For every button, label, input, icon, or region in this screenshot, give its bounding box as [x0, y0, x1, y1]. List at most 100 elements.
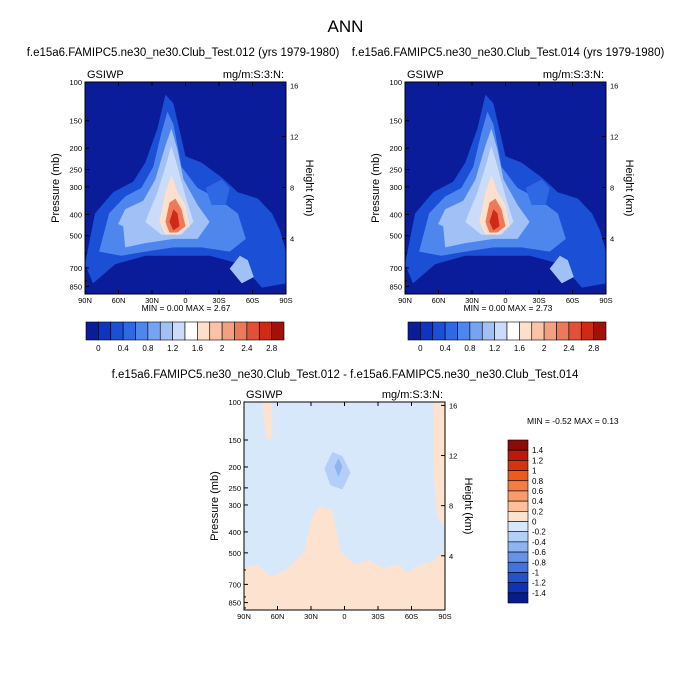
colorbar-label: 0.2 [532, 507, 544, 516]
colorbar-box [507, 592, 529, 604]
x-tick-label: 90S [599, 296, 612, 305]
colorbar-box [507, 531, 529, 543]
colorbar-box [568, 321, 582, 341]
colorbar-box [85, 321, 99, 341]
colorbar-box [507, 551, 529, 563]
x-tick-label: 90S [279, 296, 292, 305]
y-tick-label: 500 [389, 232, 402, 241]
colorbar-box [258, 321, 272, 341]
contour-sh-upper [525, 179, 550, 205]
colorbar-box [507, 480, 529, 492]
y-axis-title: Pressure (mb) [209, 471, 221, 541]
x-tick-label: 60N [112, 296, 126, 305]
colorbar-box [494, 321, 508, 341]
y2-tick-label: 12 [610, 133, 618, 142]
colorbar-box [507, 449, 529, 461]
y2-axis-title: Height (km) [623, 160, 635, 217]
colorbar-box [98, 321, 112, 341]
colorbar-box [444, 321, 458, 341]
contour-sh-upper [205, 179, 230, 205]
colorbar-box [507, 439, 529, 451]
colorbar-box [507, 470, 529, 482]
colorbar-label: -0.2 [532, 528, 546, 537]
y-tick-label: 850 [228, 599, 241, 608]
colorbar-label: 0 [96, 344, 101, 353]
y-tick-label: 850 [69, 282, 82, 291]
contour-nh-lobe [105, 221, 126, 252]
x-tick-label: 60S [405, 612, 418, 621]
colorbar-box [271, 321, 285, 341]
colorbar-box [432, 321, 446, 341]
colorbar-label: 0.8 [142, 344, 154, 353]
colorbar-box [209, 321, 223, 341]
units-label: mg/m:S:3:N: [382, 389, 443, 401]
y2-tick-label: 8 [290, 184, 294, 193]
y2-tick-label: 16 [610, 81, 618, 90]
colorbar-label: -1.4 [532, 589, 546, 598]
y-tick-label: 100 [228, 398, 241, 407]
colorbar-label: 1.2 [167, 344, 179, 353]
colorbar-label: 0 [418, 344, 423, 353]
colorbar-label: 0.8 [464, 344, 476, 353]
x-tick-label: 90N [398, 296, 412, 305]
y-tick-label: 700 [228, 580, 241, 589]
y-tick-label: 400 [389, 210, 402, 219]
variable-label: GSIWP [87, 69, 124, 81]
x-tick-label: 90N [78, 296, 92, 305]
colorbar-label: 1.2 [532, 456, 544, 465]
colorbar-label: -1 [532, 568, 540, 577]
colorbar-box [172, 321, 186, 341]
panel-control-012: f.e15a6.FAMIPC5.ne30_ne30.Club_Test.012 … [27, 47, 340, 353]
colorbar-box [507, 541, 529, 553]
colorbar-box [506, 321, 520, 341]
colorbar-label: 2.4 [241, 344, 253, 353]
units-label: mg/m:S:3:N: [543, 69, 604, 81]
min-max-label: MIN = 0.00 MAX = 2.73 [464, 303, 553, 313]
colorbar-box [407, 321, 421, 341]
y-tick-label: 200 [228, 463, 241, 472]
contour-sh-peak [229, 255, 254, 284]
y2-axis-title: Height (km) [303, 160, 315, 217]
variable-label: GSIWP [246, 389, 283, 401]
colorbar-label: 2 [220, 344, 225, 353]
y-tick-label: 300 [69, 183, 82, 192]
colorbar-box [507, 521, 529, 532]
colorbar-box [531, 321, 545, 341]
y-tick-label: 500 [228, 549, 241, 558]
colorbar-label: 1.4 [532, 446, 544, 455]
colorbar-label: 0 [532, 518, 537, 527]
y-tick-label: 500 [69, 232, 82, 241]
y-tick-label: 250 [69, 166, 82, 175]
colorbar-box [110, 321, 124, 341]
colorbar-label: 1.2 [489, 344, 501, 353]
colorbar-box [507, 500, 529, 512]
x-tick-label: 30S [371, 612, 384, 621]
contour-pos-right-edge [432, 402, 445, 527]
colorbar-label: 2.8 [266, 344, 278, 353]
colorbar-box [543, 321, 557, 341]
colorbar-label: -1.2 [532, 579, 546, 588]
colorbar-box [197, 321, 211, 341]
colorbar-box [507, 511, 529, 522]
y-tick-label: 250 [228, 484, 241, 493]
y-tick-label: 700 [69, 264, 82, 273]
colorbar-label: 2 [542, 344, 547, 353]
colorbar-box [420, 321, 434, 341]
colorbar-box [507, 490, 529, 502]
y2-tick-label: 4 [290, 235, 294, 244]
y2-tick-label: 8 [449, 502, 453, 511]
colorbar-label: 1.6 [192, 344, 204, 353]
y2-tick-label: 4 [449, 552, 453, 561]
y-tick-label: 150 [69, 117, 82, 126]
x-tick-label: 30N [465, 296, 479, 305]
min-max-label: MIN = 0.00 MAX = 2.67 [142, 303, 231, 313]
y-tick-label: 250 [389, 166, 402, 175]
colorbar-label: 0.6 [532, 487, 544, 496]
colorbar-box [507, 582, 529, 594]
colorbar-label: 2.4 [563, 344, 575, 353]
colorbar-box [556, 321, 570, 341]
colorbar-label: -0.8 [532, 558, 546, 567]
contour-nh-lobe [425, 221, 446, 252]
colorbar-label: 1 [532, 467, 537, 476]
